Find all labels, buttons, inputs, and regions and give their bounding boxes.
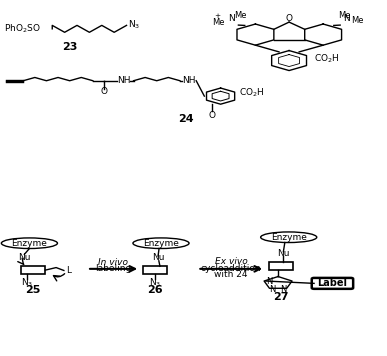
Text: Me: Me (212, 18, 224, 27)
Bar (143, 266, 167, 274)
Text: N$_3$: N$_3$ (128, 19, 141, 31)
Text: 23: 23 (62, 42, 77, 52)
Text: In vivo: In vivo (98, 257, 128, 267)
Text: Enzyme: Enzyme (12, 239, 47, 248)
Text: cycloaddition: cycloaddition (201, 264, 261, 273)
Text: CO$_2$H: CO$_2$H (314, 52, 339, 65)
Text: O: O (101, 87, 108, 96)
Text: Nu: Nu (18, 253, 31, 262)
Text: NH: NH (117, 76, 130, 85)
Text: O: O (286, 14, 293, 23)
Text: N: N (229, 14, 235, 23)
Text: labeling: labeling (95, 265, 132, 273)
Ellipse shape (133, 238, 189, 248)
Text: N: N (281, 286, 287, 294)
Ellipse shape (2, 238, 58, 248)
Text: 26: 26 (147, 285, 163, 295)
Text: Me: Me (234, 11, 247, 20)
Text: 25: 25 (26, 285, 41, 295)
Text: N: N (266, 277, 272, 286)
Text: Nu: Nu (152, 253, 164, 262)
Text: N: N (343, 14, 350, 23)
Text: Nu: Nu (277, 249, 289, 258)
Text: $^+$: $^+$ (213, 13, 221, 23)
Text: N: N (269, 286, 276, 294)
Bar (21, 266, 45, 274)
Bar (269, 262, 293, 270)
Text: 24: 24 (178, 114, 194, 124)
Text: CO$_2$H: CO$_2$H (239, 87, 264, 99)
Text: Me: Me (351, 16, 364, 25)
Text: Me: Me (339, 11, 351, 20)
Text: Enzyme: Enzyme (271, 233, 307, 242)
Text: NH: NH (182, 76, 195, 85)
Ellipse shape (261, 232, 317, 242)
Text: N$_3$: N$_3$ (149, 276, 161, 289)
Text: Label: Label (317, 278, 348, 288)
Text: L: L (67, 266, 72, 275)
Text: O: O (209, 111, 216, 120)
Text: N$_3$: N$_3$ (21, 276, 33, 289)
Text: PhO$_2$SO: PhO$_2$SO (4, 22, 41, 35)
Text: Enzyme: Enzyme (143, 239, 179, 248)
Text: with 24: with 24 (214, 270, 248, 279)
Text: 27: 27 (273, 292, 289, 302)
Text: Ex vivo: Ex vivo (215, 257, 247, 266)
FancyBboxPatch shape (312, 278, 353, 289)
